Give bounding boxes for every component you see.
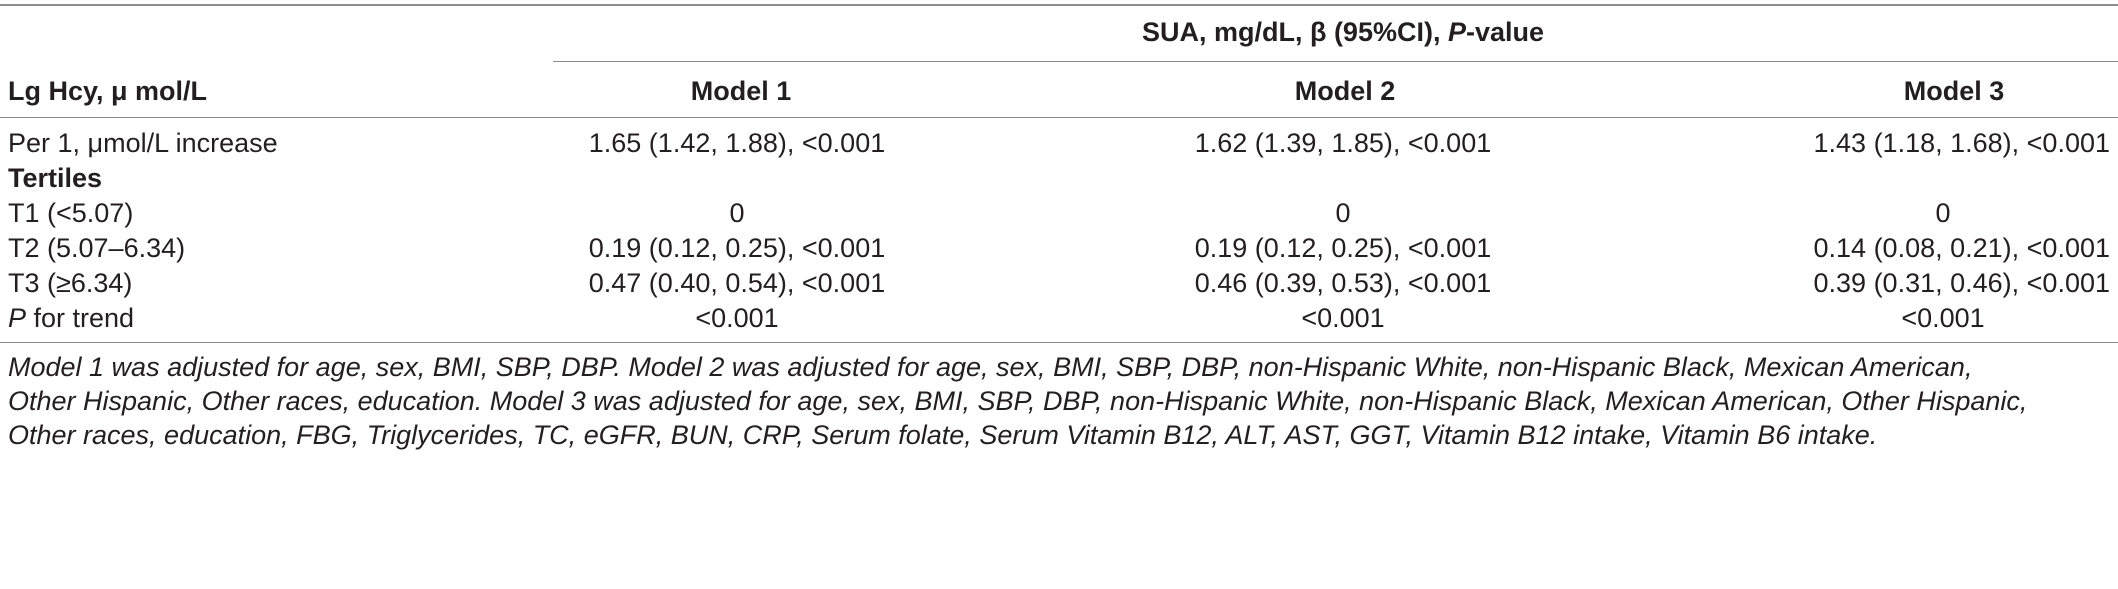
- footnote-line: Model 1 was adjusted for age, sex, BMI, …: [8, 352, 1973, 382]
- row-label-p-for-trend: P for trend: [8, 303, 135, 333]
- cell-p-trend-model-2: <0.001: [1301, 303, 1385, 333]
- cell-t1-model-2: 0: [1335, 198, 1351, 228]
- row-label-t1: T1 (<5.07): [8, 198, 134, 228]
- super-header: SUA, mg/dL, β (95%CI), P-value: [1141, 17, 1545, 47]
- cell-t3-model-2: 0.46 (0.39, 0.53), <0.001: [1194, 268, 1492, 298]
- column-header-model-3: Model 3: [1903, 76, 2005, 106]
- super-header-rule: [553, 61, 2118, 62]
- section-label-tertiles: Tertiles: [8, 163, 103, 193]
- cell-per-1-model-2: 1.62 (1.39, 1.85), <0.001: [1194, 128, 1492, 158]
- row-label-per-1: Per 1, μmol/L increase: [8, 128, 278, 158]
- table-bottom-rule: [0, 342, 2118, 343]
- column-header-model-1: Model 1: [690, 76, 792, 106]
- top-rule: [0, 4, 2118, 6]
- cell-t2-model-2: 0.19 (0.12, 0.25), <0.001: [1194, 233, 1492, 263]
- row-header: Lg Hcy, μ mol/L: [8, 76, 208, 106]
- row-label-t3: T3 (≥6.34): [8, 268, 133, 298]
- cell-p-trend-model-3: <0.001: [1901, 303, 1985, 333]
- footnote-line: Other races, education, FBG, Triglycerid…: [8, 420, 1878, 450]
- table-footnote: Model 1 was adjusted for age, sex, BMI, …: [8, 350, 2108, 452]
- cell-t1-model-3: 0: [1935, 198, 1951, 228]
- cell-t2-model-1: 0.19 (0.12, 0.25), <0.001: [588, 233, 886, 263]
- cell-t1-model-1: 0: [729, 198, 745, 228]
- cell-t2-model-3: 0.14 (0.08, 0.21), <0.001: [1813, 233, 2110, 263]
- cell-p-trend-model-1: <0.001: [695, 303, 779, 333]
- cell-per-1-model-1: 1.65 (1.42, 1.88), <0.001: [588, 128, 886, 158]
- header-bottom-rule: [0, 117, 2118, 118]
- cell-t3-model-1: 0.47 (0.40, 0.54), <0.001: [588, 268, 886, 298]
- cell-per-1-model-3: 1.43 (1.18, 1.68), <0.001: [1813, 128, 2110, 158]
- column-header-model-2: Model 2: [1294, 76, 1396, 106]
- cell-t3-model-3: 0.39 (0.31, 0.46), <0.001: [1813, 268, 2110, 298]
- footnote-line: Other Hispanic, Other races, education. …: [8, 386, 2028, 416]
- row-label-t2: T2 (5.07–6.34): [8, 233, 186, 263]
